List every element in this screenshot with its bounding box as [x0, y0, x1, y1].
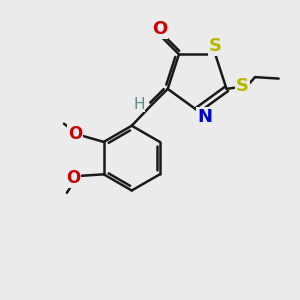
Text: O: O [152, 20, 167, 38]
Text: H: H [133, 97, 145, 112]
Text: O: O [68, 125, 82, 143]
Text: N: N [197, 108, 212, 126]
Text: S: S [209, 37, 222, 55]
Text: O: O [66, 169, 80, 187]
Text: S: S [236, 77, 249, 95]
